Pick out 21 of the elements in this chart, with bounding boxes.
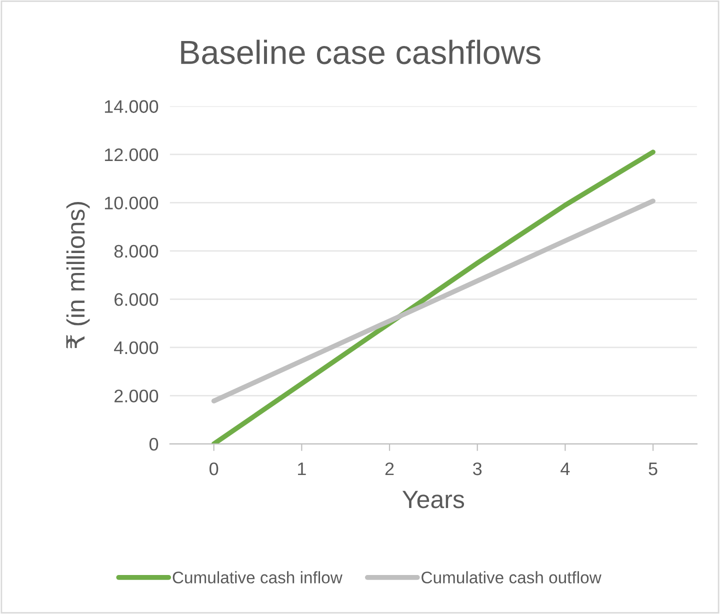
y-tick-label: 8.000 [114,244,158,258]
y-tick-label: 2.000 [114,390,158,402]
y-tick-label: 12.000 [104,148,158,162]
y-axis-title: ₹ (in millions) [66,202,90,348]
x-tick-label: 3 [473,462,482,476]
line-series [211,198,656,404]
line-series [211,150,656,444]
y-tick-label: 6.000 [114,293,158,306]
y-tick-label: 10.000 [104,196,158,210]
x-tick-label: 0 [210,462,218,476]
x-axis-title: Years [402,490,464,508]
y-tick-label: 14.000 [104,100,158,113]
legend-label: Cumulative cash outflow [422,571,602,584]
chart-title: Baseline case cashflows [181,40,540,64]
x-tick-label: 2 [385,462,394,476]
x-tick-label: 4 [560,462,570,476]
y-tick-label: 0 [149,438,158,451]
x-tick-label: 5 [648,462,658,476]
x-tick-label: 1 [298,462,306,476]
y-tick-label: 4.000 [114,341,158,354]
legend-label: Cumulative cash inflow [172,571,342,584]
